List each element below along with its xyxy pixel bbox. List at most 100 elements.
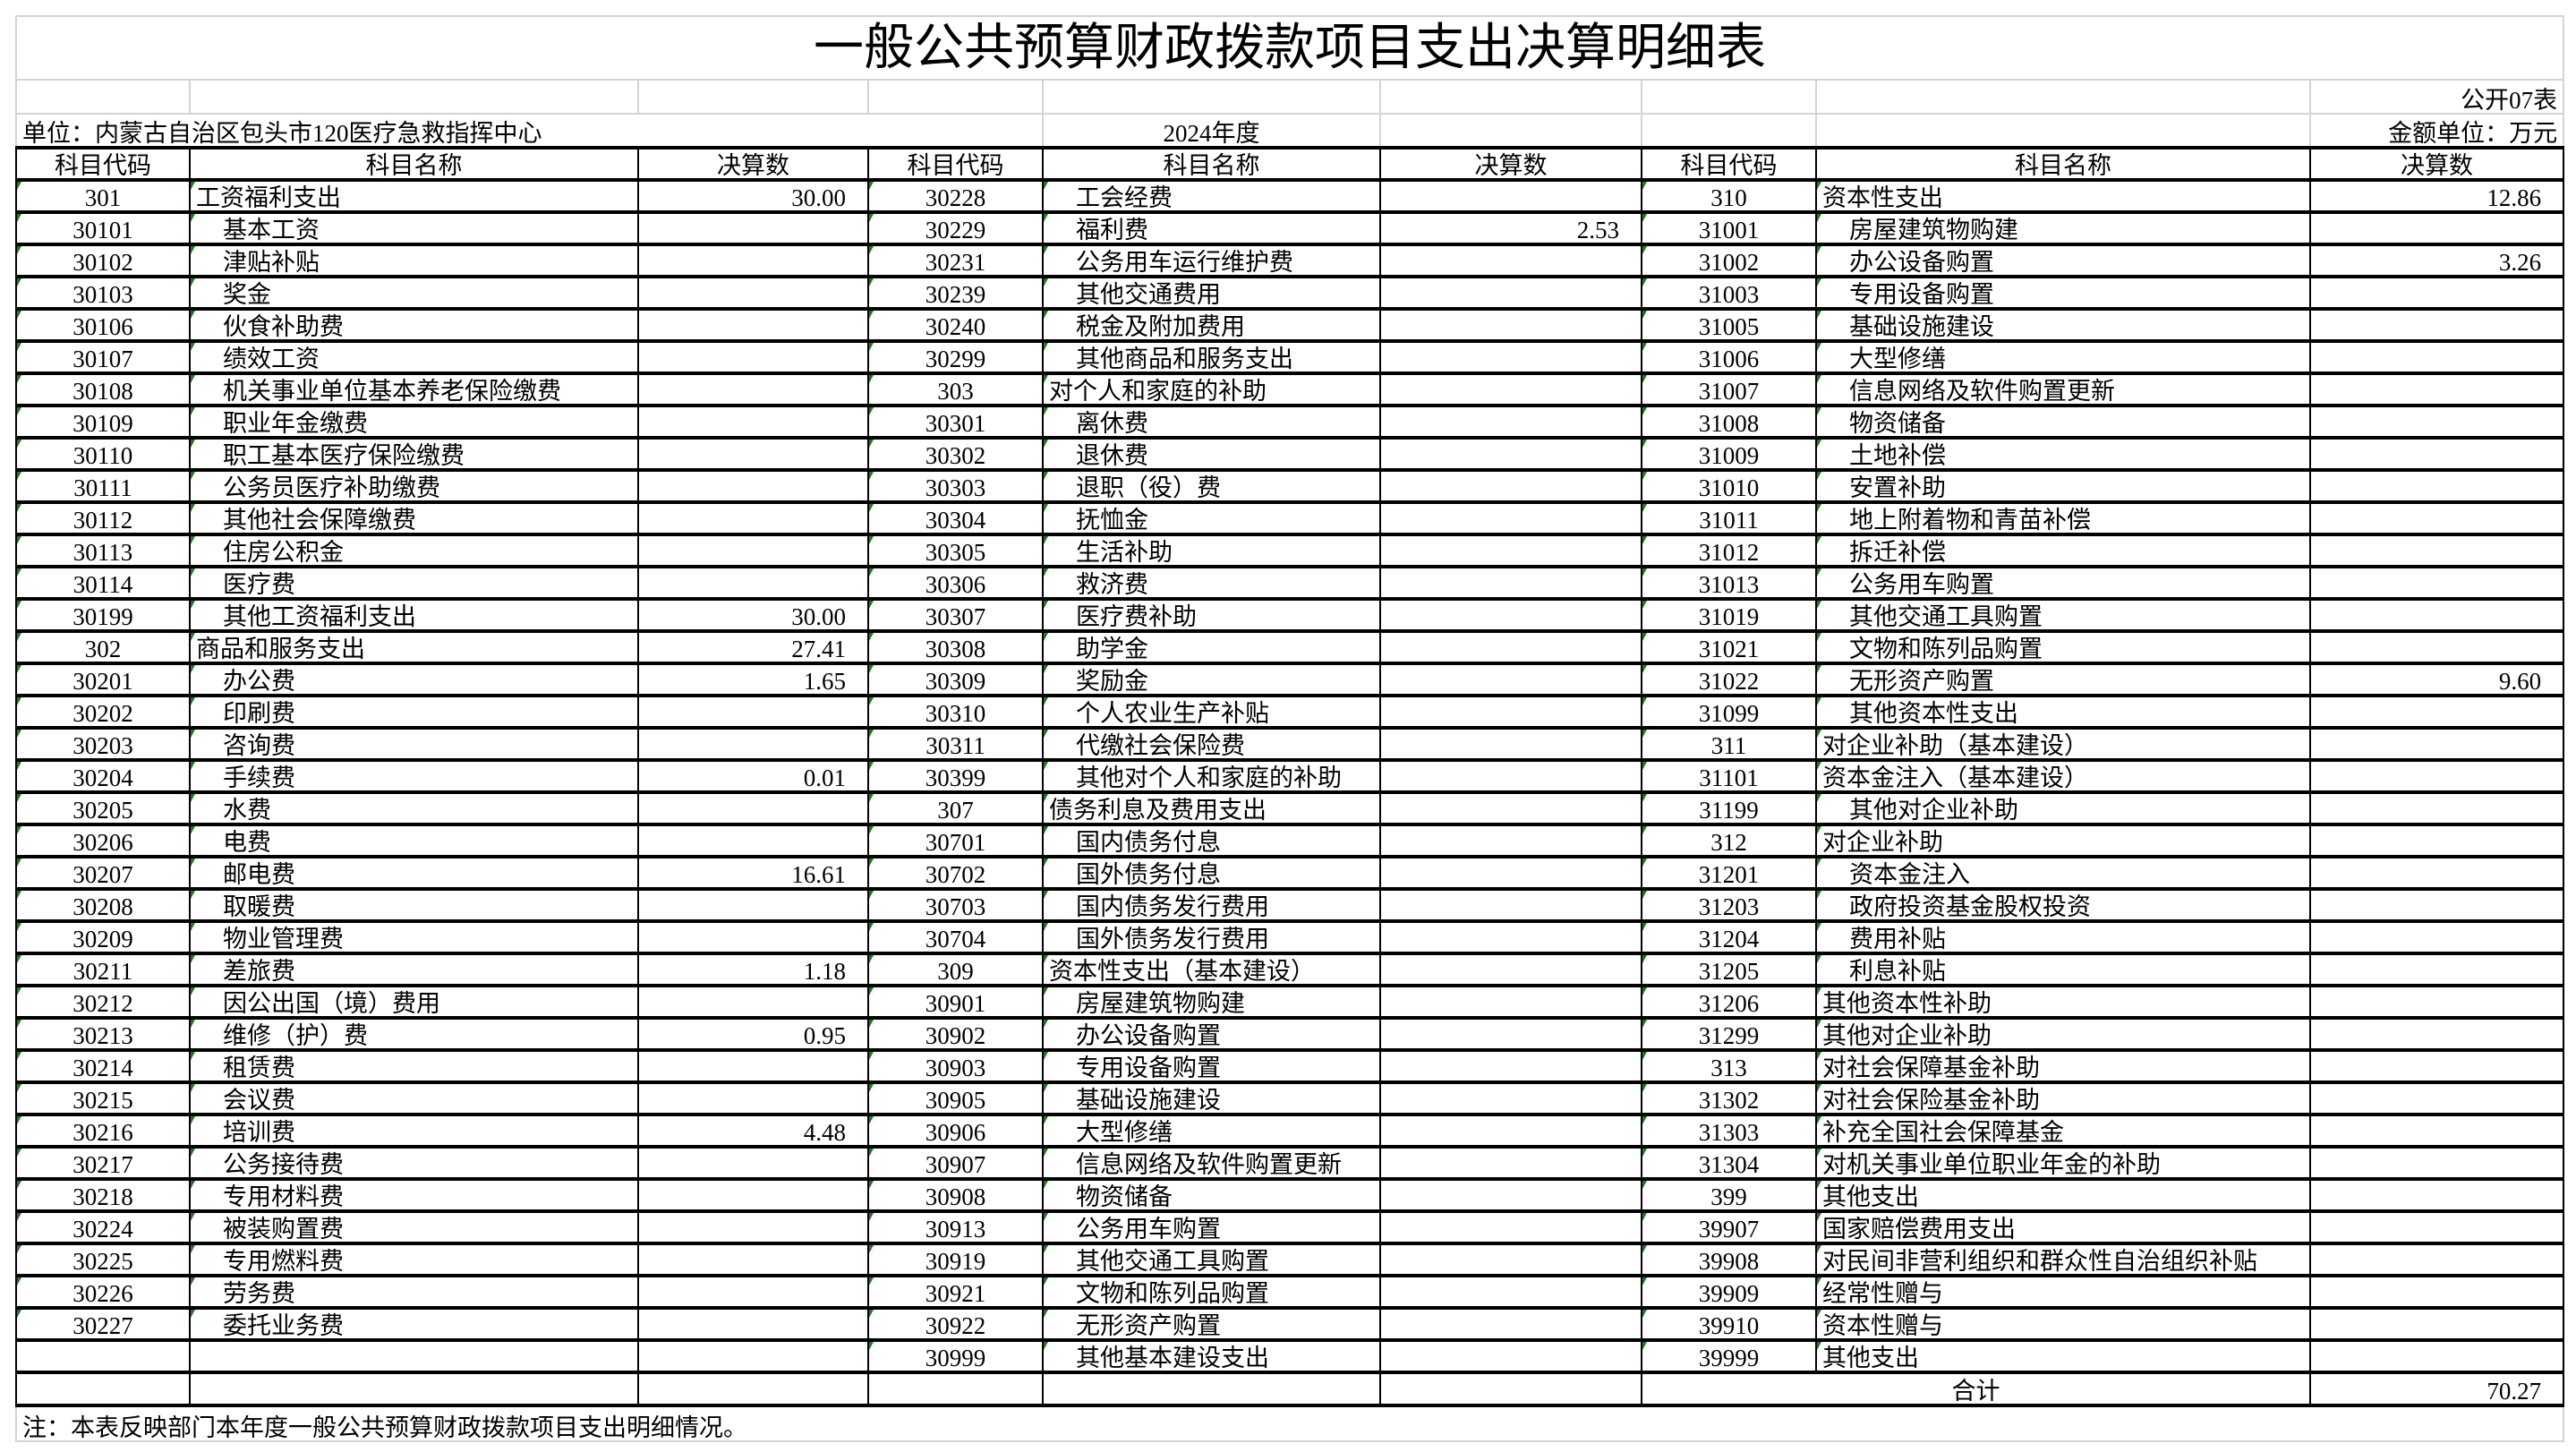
amount[interactable]: [1379, 1113, 1642, 1149]
amount[interactable]: [637, 500, 869, 536]
subject-name[interactable]: 文物和陈列品购置: [1042, 1274, 1381, 1310]
subject-code[interactable]: 30109: [15, 404, 191, 440]
amount[interactable]: [637, 307, 869, 343]
amount[interactable]: [2308, 500, 2565, 536]
subject-code[interactable]: 31001: [1641, 210, 1817, 246]
subject-code[interactable]: 303: [867, 372, 1044, 407]
subject-code[interactable]: 30214: [15, 1048, 191, 1084]
subject-code[interactable]: 31022: [1641, 662, 1817, 697]
subject-name[interactable]: 对企业补助（基本建设）: [1815, 726, 2311, 762]
subject-code[interactable]: 399: [1641, 1177, 1817, 1213]
amount[interactable]: [1379, 533, 1642, 568]
subject-code[interactable]: 31099: [1641, 694, 1817, 730]
subject-name[interactable]: 商品和服务支出: [189, 629, 639, 665]
amount[interactable]: [637, 790, 869, 826]
subject-code[interactable]: 30199: [15, 597, 191, 633]
amount[interactable]: [637, 1338, 869, 1374]
subject-name[interactable]: 手续费: [189, 758, 639, 794]
subject-name[interactable]: 个人农业生产补贴: [1042, 694, 1381, 730]
amount[interactable]: [637, 436, 869, 472]
amount[interactable]: [1379, 1274, 1642, 1310]
subject-code[interactable]: 31005: [1641, 307, 1817, 343]
subject-code[interactable]: 30107: [15, 339, 191, 375]
amount[interactable]: [2308, 533, 2565, 568]
subject-code[interactable]: 30114: [15, 565, 191, 601]
subject-code[interactable]: 30704: [867, 919, 1044, 955]
amount[interactable]: [2308, 1113, 2565, 1149]
amount[interactable]: [1379, 178, 1642, 214]
subject-name[interactable]: 信息网络及软件购置更新: [1815, 372, 2311, 407]
amount[interactable]: [637, 1274, 869, 1310]
subject-name[interactable]: 其他对企业补助: [1815, 790, 2311, 826]
amount[interactable]: [1379, 629, 1642, 665]
subject-name[interactable]: 其他支出: [1815, 1177, 2311, 1213]
amount[interactable]: [1379, 758, 1642, 794]
subject-code[interactable]: 31101: [1641, 758, 1817, 794]
subject-code[interactable]: 30702: [867, 855, 1044, 891]
amount[interactable]: [637, 1242, 869, 1277]
subject-code[interactable]: 30919: [867, 1242, 1044, 1277]
subject-name[interactable]: 地上附着物和青苗补偿: [1815, 500, 2311, 536]
subject-name[interactable]: 基础设施建设: [1815, 307, 2311, 343]
subject-name[interactable]: 退职（役）费: [1042, 468, 1381, 504]
subject-name[interactable]: 印刷费: [189, 694, 639, 730]
subject-name[interactable]: 奖励金: [1042, 662, 1381, 697]
subject-code[interactable]: 30227: [15, 1306, 191, 1342]
amount[interactable]: 2.53: [1379, 210, 1642, 246]
amount[interactable]: [637, 823, 869, 858]
subject-name[interactable]: 机关事业单位基本养老保险缴费: [189, 372, 639, 407]
subject-code[interactable]: 30703: [867, 887, 1044, 923]
amount[interactable]: [1379, 1242, 1642, 1277]
subject-code[interactable]: 30913: [867, 1209, 1044, 1245]
subject-code[interactable]: 30240: [867, 307, 1044, 343]
subject-name[interactable]: 其他交通工具购置: [1042, 1242, 1381, 1277]
subject-code[interactable]: 30228: [867, 178, 1044, 214]
amount[interactable]: [637, 726, 869, 762]
subject-code[interactable]: 307: [867, 790, 1044, 826]
subject-code[interactable]: 31302: [1641, 1080, 1817, 1116]
subject-code[interactable]: 30110: [15, 436, 191, 472]
subject-code[interactable]: 31205: [1641, 952, 1817, 987]
amount[interactable]: [2308, 952, 2565, 987]
subject-name[interactable]: 资本性支出: [1815, 178, 2311, 214]
subject-code[interactable]: 30905: [867, 1080, 1044, 1116]
subject-name[interactable]: 房屋建筑物购建: [1815, 210, 2311, 246]
subject-code[interactable]: 30229: [867, 210, 1044, 246]
amount[interactable]: [637, 919, 869, 955]
amount[interactable]: [1379, 1209, 1642, 1245]
subject-name[interactable]: 基础设施建设: [1042, 1080, 1381, 1116]
amount[interactable]: [637, 372, 869, 407]
subject-name[interactable]: 其他资本性补助: [1815, 984, 2311, 1020]
subject-name[interactable]: 补充全国社会保障基金: [1815, 1113, 2311, 1149]
amount[interactable]: [2308, 790, 2565, 826]
subject-name[interactable]: 房屋建筑物购建: [1042, 984, 1381, 1020]
subject-code[interactable]: 30922: [867, 1306, 1044, 1342]
subject-code[interactable]: 30202: [15, 694, 191, 730]
amount[interactable]: [2308, 694, 2565, 730]
subject-code[interactable]: 30101: [15, 210, 191, 246]
subject-name[interactable]: 其他交通工具购置: [1815, 597, 2311, 633]
subject-code[interactable]: 30701: [867, 823, 1044, 858]
amount[interactable]: [2308, 1242, 2565, 1277]
subject-code[interactable]: 30305: [867, 533, 1044, 568]
subject-name[interactable]: 邮电费: [189, 855, 639, 891]
amount[interactable]: [637, 1306, 869, 1342]
amount[interactable]: 0.01: [637, 758, 869, 794]
subject-name[interactable]: 代缴社会保险费: [1042, 726, 1381, 762]
amount[interactable]: [1379, 952, 1642, 987]
amount[interactable]: [2308, 887, 2565, 923]
amount[interactable]: [2308, 758, 2565, 794]
amount[interactable]: [1379, 565, 1642, 601]
amount[interactable]: [2308, 1080, 2565, 1116]
subject-name[interactable]: 债务利息及费用支出: [1042, 790, 1381, 826]
subject-code[interactable]: 30308: [867, 629, 1044, 665]
subject-code[interactable]: 30226: [15, 1274, 191, 1310]
subject-name[interactable]: 奖金: [189, 275, 639, 311]
subject-name[interactable]: 其他社会保障缴费: [189, 500, 639, 536]
subject-code[interactable]: 30999: [867, 1338, 1044, 1374]
subject-name[interactable]: 绩效工资: [189, 339, 639, 375]
amount[interactable]: [637, 339, 869, 375]
subject-name[interactable]: 办公设备购置: [1815, 243, 2311, 278]
amount[interactable]: [2308, 855, 2565, 891]
amount[interactable]: [1379, 790, 1642, 826]
